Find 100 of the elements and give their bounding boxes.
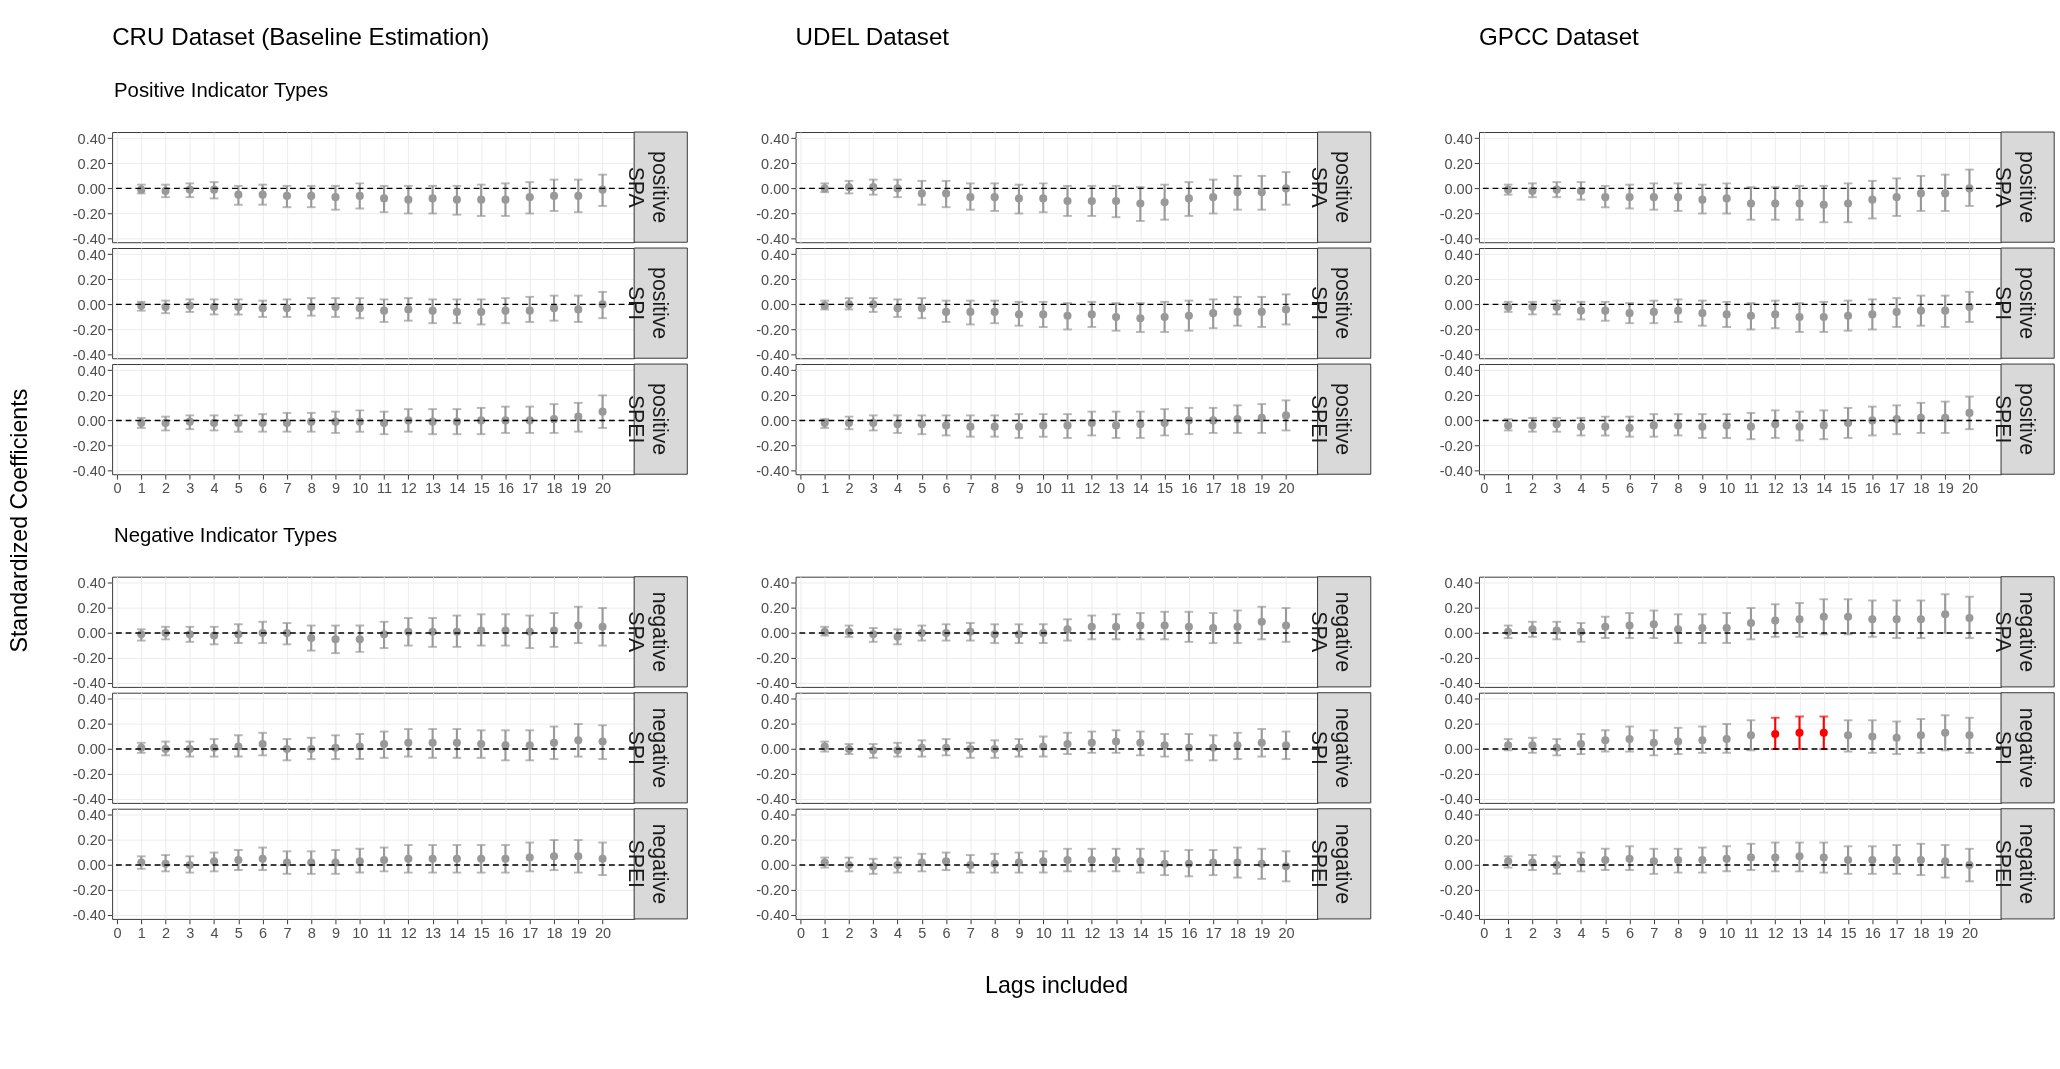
point — [210, 418, 219, 427]
point — [1746, 199, 1755, 208]
point — [1233, 307, 1242, 316]
point — [1087, 738, 1096, 747]
y-tick-label: 0.40 — [1444, 130, 1473, 147]
point — [549, 191, 559, 200]
y-tick-label: -0.20 — [1439, 321, 1473, 338]
point — [1136, 420, 1145, 429]
x-tick-label: 10 — [352, 924, 369, 941]
x-tick-label: 10 — [1719, 924, 1736, 941]
point — [1136, 314, 1145, 323]
x-tick-label: 3 — [1553, 480, 1562, 497]
x-tick-label: 13 — [1108, 480, 1125, 497]
point — [1039, 310, 1048, 319]
point — [1136, 621, 1145, 630]
x-tick-label: 3 — [1553, 924, 1562, 941]
y-tick-label: 0.40 — [761, 246, 790, 263]
point — [1795, 199, 1804, 208]
point — [1087, 196, 1096, 205]
y-tick-label: 0.00 — [761, 857, 790, 874]
y-tick-label: 0.00 — [1444, 625, 1473, 642]
point — [404, 305, 413, 314]
text: positive SPI — [1990, 267, 2039, 340]
point — [1868, 195, 1877, 204]
x-tick-label: 3 — [186, 924, 195, 941]
text: negative SPEI — [623, 823, 672, 904]
y-tick-label: 0.20 — [77, 387, 106, 404]
text: GPCC Dataset — [1479, 23, 1640, 51]
y-tick-label: 0.40 — [77, 246, 106, 263]
point — [1795, 615, 1804, 624]
point — [1063, 421, 1072, 430]
x-tick-label: 2 — [1528, 480, 1537, 497]
x-tick-label: 11 — [1060, 480, 1076, 497]
x-tick-label: 0 — [113, 924, 122, 941]
point — [1941, 857, 1950, 866]
text: positive SPA — [1307, 151, 1356, 224]
y-tick-label: -0.20 — [1439, 650, 1473, 667]
point — [1965, 408, 1974, 417]
point — [1601, 306, 1610, 315]
point — [1257, 307, 1266, 316]
point — [428, 194, 437, 203]
x-tick-label: 2 — [845, 480, 854, 497]
point — [598, 737, 607, 746]
y-tick-label: -0.40 — [1439, 675, 1473, 692]
point — [428, 306, 437, 315]
x-tick-label: 1 — [821, 480, 830, 497]
point — [1184, 311, 1193, 320]
point — [1771, 420, 1780, 429]
point — [1528, 421, 1537, 430]
point — [1209, 624, 1218, 633]
point — [1233, 188, 1242, 197]
point — [1819, 421, 1828, 430]
text: Negative Indicator Types — [114, 523, 338, 546]
x-tick-label: 19 — [1254, 924, 1271, 941]
point — [477, 626, 486, 635]
x-tick-label: 13 — [425, 924, 442, 941]
y-tick-label: -0.20 — [72, 321, 106, 338]
x-tick-label: 18 — [1229, 480, 1247, 497]
x-tick-label: 16 — [497, 480, 515, 497]
x-tick-label: 6 — [942, 480, 951, 497]
point — [1892, 193, 1901, 202]
point — [1819, 200, 1828, 209]
y-tick-label: 0.00 — [1444, 857, 1473, 874]
point — [1184, 194, 1193, 203]
x-tick-label: 12 — [1767, 480, 1784, 497]
x-tick-label: 18 — [546, 480, 563, 497]
point — [404, 854, 413, 863]
x-tick-label: 17 — [1889, 924, 1906, 941]
point — [380, 194, 389, 203]
point — [917, 304, 926, 313]
x-tick-label: 13 — [1791, 480, 1809, 497]
x-tick-label: 14 — [1132, 924, 1149, 941]
point — [1916, 731, 1925, 740]
point — [331, 417, 340, 426]
point — [1112, 196, 1121, 205]
y-tick-label: 0.40 — [1444, 246, 1473, 263]
point — [258, 740, 267, 749]
x-tick-label: 15 — [473, 480, 490, 497]
point — [1063, 311, 1072, 320]
x-tick-label: 5 — [918, 480, 927, 497]
y-tick-label: 0.00 — [77, 741, 106, 758]
point — [942, 307, 951, 316]
x-tick-label: 18 — [1913, 480, 1930, 497]
y-tick-label: 0.00 — [1444, 412, 1473, 429]
y-tick-label: -0.20 — [72, 766, 106, 783]
point — [598, 407, 607, 416]
point — [917, 420, 926, 429]
point — [1965, 614, 1974, 623]
x-tick-label: 20 — [1278, 924, 1295, 941]
point — [380, 856, 389, 865]
y-tick-label: -0.40 — [756, 791, 790, 808]
x-tick-label: 3 — [869, 924, 878, 941]
x-tick-label: 17 — [522, 480, 539, 497]
point — [1281, 305, 1291, 314]
point — [1601, 622, 1610, 631]
point — [1698, 195, 1707, 204]
y-tick-label: 0.40 — [761, 691, 790, 708]
y-tick-label: 0.00 — [761, 625, 790, 642]
y-tick-label: 0.00 — [1444, 180, 1473, 197]
point — [1552, 626, 1561, 635]
